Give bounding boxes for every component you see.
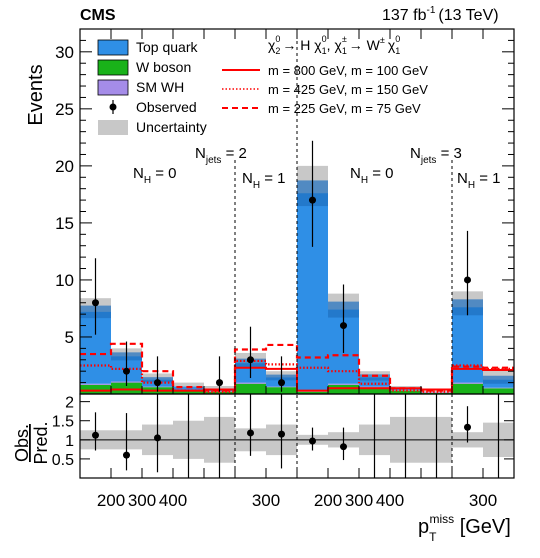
- legend-signal-label-3: m = 225 GeV, m = 75 GeV: [268, 101, 421, 116]
- top-quark-inner-band-bin-9: [359, 374, 390, 381]
- region-nh0-label-b: NH = 0: [350, 165, 394, 186]
- ratio-y-label-numerator: Obs.: [12, 424, 32, 462]
- observed-points: [92, 140, 471, 392]
- bar-w-bin-9: [359, 387, 390, 394]
- x-tick-label-0: 200: [97, 491, 125, 510]
- region-labels: Njets = 2 Njets = 3 NH = 0 NH = 1 NH = 0…: [133, 145, 501, 191]
- legend-label-w: W boson: [136, 59, 191, 75]
- ratio-y-label-denominator: Pred.: [31, 421, 51, 464]
- experiment-label: CMS: [80, 7, 116, 24]
- y-tick-label-main-20: 20: [55, 157, 74, 176]
- y-tick-label-ratio-1.5: 1.5: [52, 414, 74, 431]
- bar-w-bin-8: [328, 384, 359, 394]
- bar-wh-bin-5: [235, 382, 266, 384]
- bar-top-bin-12: [452, 307, 483, 383]
- legend-label-observed: Observed: [136, 99, 197, 115]
- ratio-point-bin-6: [278, 430, 285, 438]
- y-tick-label-ratio-2: 2: [65, 395, 74, 412]
- y-axis-label: Events: [25, 64, 47, 125]
- y-tick-label-main-30: 30: [55, 43, 74, 62]
- x-axis-label: pTmiss [GeV]: [418, 512, 511, 544]
- legend-swatch-top: [97, 39, 129, 56]
- legend-signal-title: χ20 → H χ10, χ1± → W± χ10: [268, 34, 400, 56]
- legend-label-uncertainty: Uncertainty: [136, 119, 207, 135]
- bar-wh-bin-13: [483, 387, 514, 389]
- x-tick-label-7: 300: [469, 491, 497, 510]
- observed-point-bin-6: [278, 379, 285, 387]
- bar-wh-bin-12: [452, 382, 483, 384]
- bar-wh-bin-0: [80, 383, 111, 385]
- ratio-point-bin-0: [92, 431, 99, 439]
- legend-marker-observed: [109, 103, 117, 111]
- ratio-point-bin-7: [309, 437, 316, 445]
- bar-wh-bin-8: [328, 383, 359, 385]
- bar-wh-bin-9: [359, 386, 390, 388]
- legend-label-top: Top quark: [136, 39, 198, 55]
- x-tick-label-2: 400: [159, 491, 187, 510]
- observed-point-bin-5: [247, 356, 254, 364]
- ratio-point-bin-1: [123, 451, 130, 459]
- bar-w-bin-10: [390, 390, 421, 394]
- bar-w-bin-3: [173, 390, 204, 394]
- bar-top-bin-3: [173, 386, 204, 391]
- y-tick-label-main-25: 25: [55, 100, 74, 119]
- legend-signal-label-1: m = 800 GeV, m = 100 GeV: [268, 63, 428, 78]
- region-nh0-label-a: NH = 0: [133, 165, 177, 186]
- lumi-label: 137 fb-1 (13 TeV): [382, 5, 499, 24]
- y-tick-label-main-15: 15: [55, 214, 74, 233]
- y-tick-label-main-10: 10: [55, 271, 74, 290]
- region-nh1-label-b: NH = 1: [457, 170, 501, 191]
- region-njets2-label: Njets = 2: [195, 145, 247, 166]
- uncertainty-band-bin-3: [173, 382, 204, 390]
- region-njets3-label: Njets = 3: [410, 145, 462, 166]
- observed-point-bin-12: [464, 276, 471, 284]
- x-tick-label-6: 400: [376, 491, 404, 510]
- legend: Top quark W boson SM WH Observed Uncerta…: [97, 34, 428, 135]
- ratio-point-bin-2: [154, 434, 161, 442]
- legend-swatch-w: [97, 59, 129, 76]
- x-tick-label-3: 300: [252, 491, 280, 510]
- bar-w-bin-0: [80, 384, 111, 394]
- bar-w-bin-7: [297, 391, 328, 394]
- ratio-point-bin-12: [464, 423, 471, 431]
- ratio-point-bin-8: [340, 443, 347, 451]
- bar-w-bin-4: [204, 391, 235, 394]
- ratio-panel: [80, 394, 514, 478]
- bar-w-bin-5: [235, 383, 266, 394]
- top-quark-inner-band-bin-13: [483, 375, 514, 384]
- ratio-point-bin-5: [247, 429, 254, 437]
- observed-point-bin-1: [123, 367, 130, 375]
- x-tick-label-1: 300: [128, 491, 156, 510]
- legend-signal-label-2: m = 425 GeV, m = 150 GeV: [268, 82, 428, 97]
- bar-top-bin-9: [359, 377, 390, 387]
- x-tick-label-4: 200: [314, 491, 342, 510]
- observed-point-bin-7: [309, 196, 316, 204]
- observed-point-bin-2: [154, 379, 161, 387]
- y-tick-label-ratio-1: 1: [65, 433, 74, 450]
- bar-w-bin-12: [452, 383, 483, 394]
- bar-w-bin-13: [483, 388, 514, 394]
- legend-swatch-wh: [97, 79, 129, 96]
- bar-wh-bin-10: [390, 390, 421, 391]
- y-tick-label-ratio-0.5: 0.5: [52, 452, 74, 469]
- legend-label-wh: SM WH: [136, 79, 184, 95]
- bar-wh-bin-11: [421, 392, 452, 393]
- bar-w-bin-1: [111, 382, 142, 394]
- x-tick-label-5: 300: [345, 491, 373, 510]
- legend-swatch-uncertainty: [98, 120, 128, 135]
- observed-point-bin-4: [216, 379, 223, 387]
- observed-point-bin-0: [92, 299, 99, 307]
- observed-point-bin-8: [340, 322, 347, 330]
- region-nh1-label-a: NH = 1: [242, 170, 286, 191]
- y-tick-label-main-5: 5: [65, 328, 74, 347]
